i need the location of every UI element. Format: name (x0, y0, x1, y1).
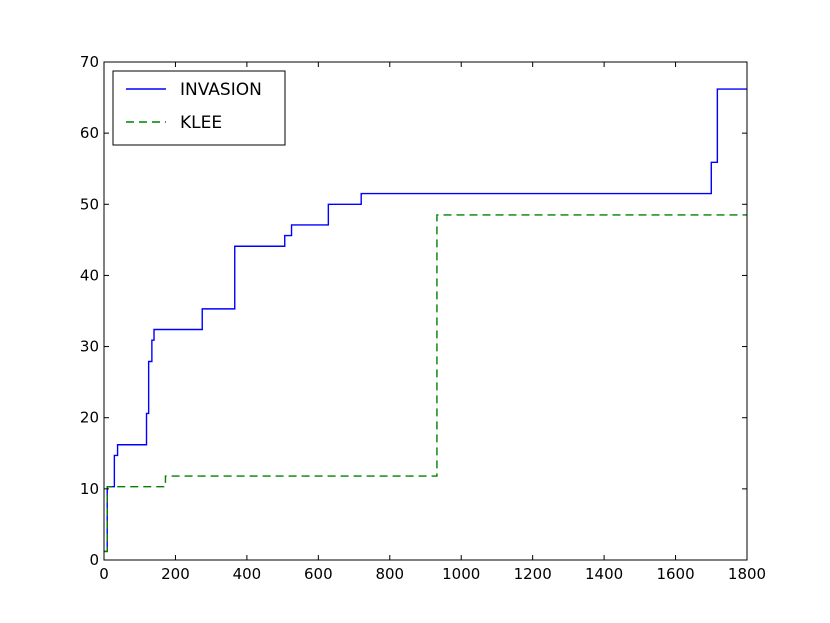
y-tick-label: 60 (80, 124, 99, 142)
x-tick-label: 1400 (585, 565, 623, 583)
x-tick-label: 1800 (728, 565, 766, 583)
y-tick-label: 70 (80, 53, 99, 71)
x-tick-label: 1000 (442, 565, 480, 583)
legend-label-invasion: INVASION (180, 80, 262, 100)
legend-box (112, 70, 286, 146)
y-tick-label: 50 (80, 195, 99, 213)
x-tick-label: 400 (233, 565, 262, 583)
series-line-klee (104, 214, 747, 553)
x-tick-label: 1600 (656, 565, 694, 583)
y-tick-label: 0 (89, 551, 99, 569)
legend-label-klee: KLEE (180, 113, 222, 133)
ticks-layer: 0 200 400 600 800 1000 1200 1400 1600 1800 0 10 20 30… (80, 53, 766, 583)
legend: INVASION KLEE (112, 70, 286, 146)
y-tick-label: 30 (80, 338, 99, 356)
series-layer (104, 88, 747, 553)
y-tick-label: 40 (80, 266, 99, 284)
plot-frame (103, 61, 748, 561)
y-tick-label: 20 (80, 409, 99, 427)
series-line-invasion (104, 88, 747, 553)
x-tick-label: 0 (99, 565, 109, 583)
y-tick-label: 10 (80, 480, 99, 498)
x-tick-label: 200 (161, 565, 190, 583)
x-tick-label: 600 (304, 565, 333, 583)
x-tick-label: 800 (375, 565, 404, 583)
x-tick-label: 1200 (514, 565, 552, 583)
